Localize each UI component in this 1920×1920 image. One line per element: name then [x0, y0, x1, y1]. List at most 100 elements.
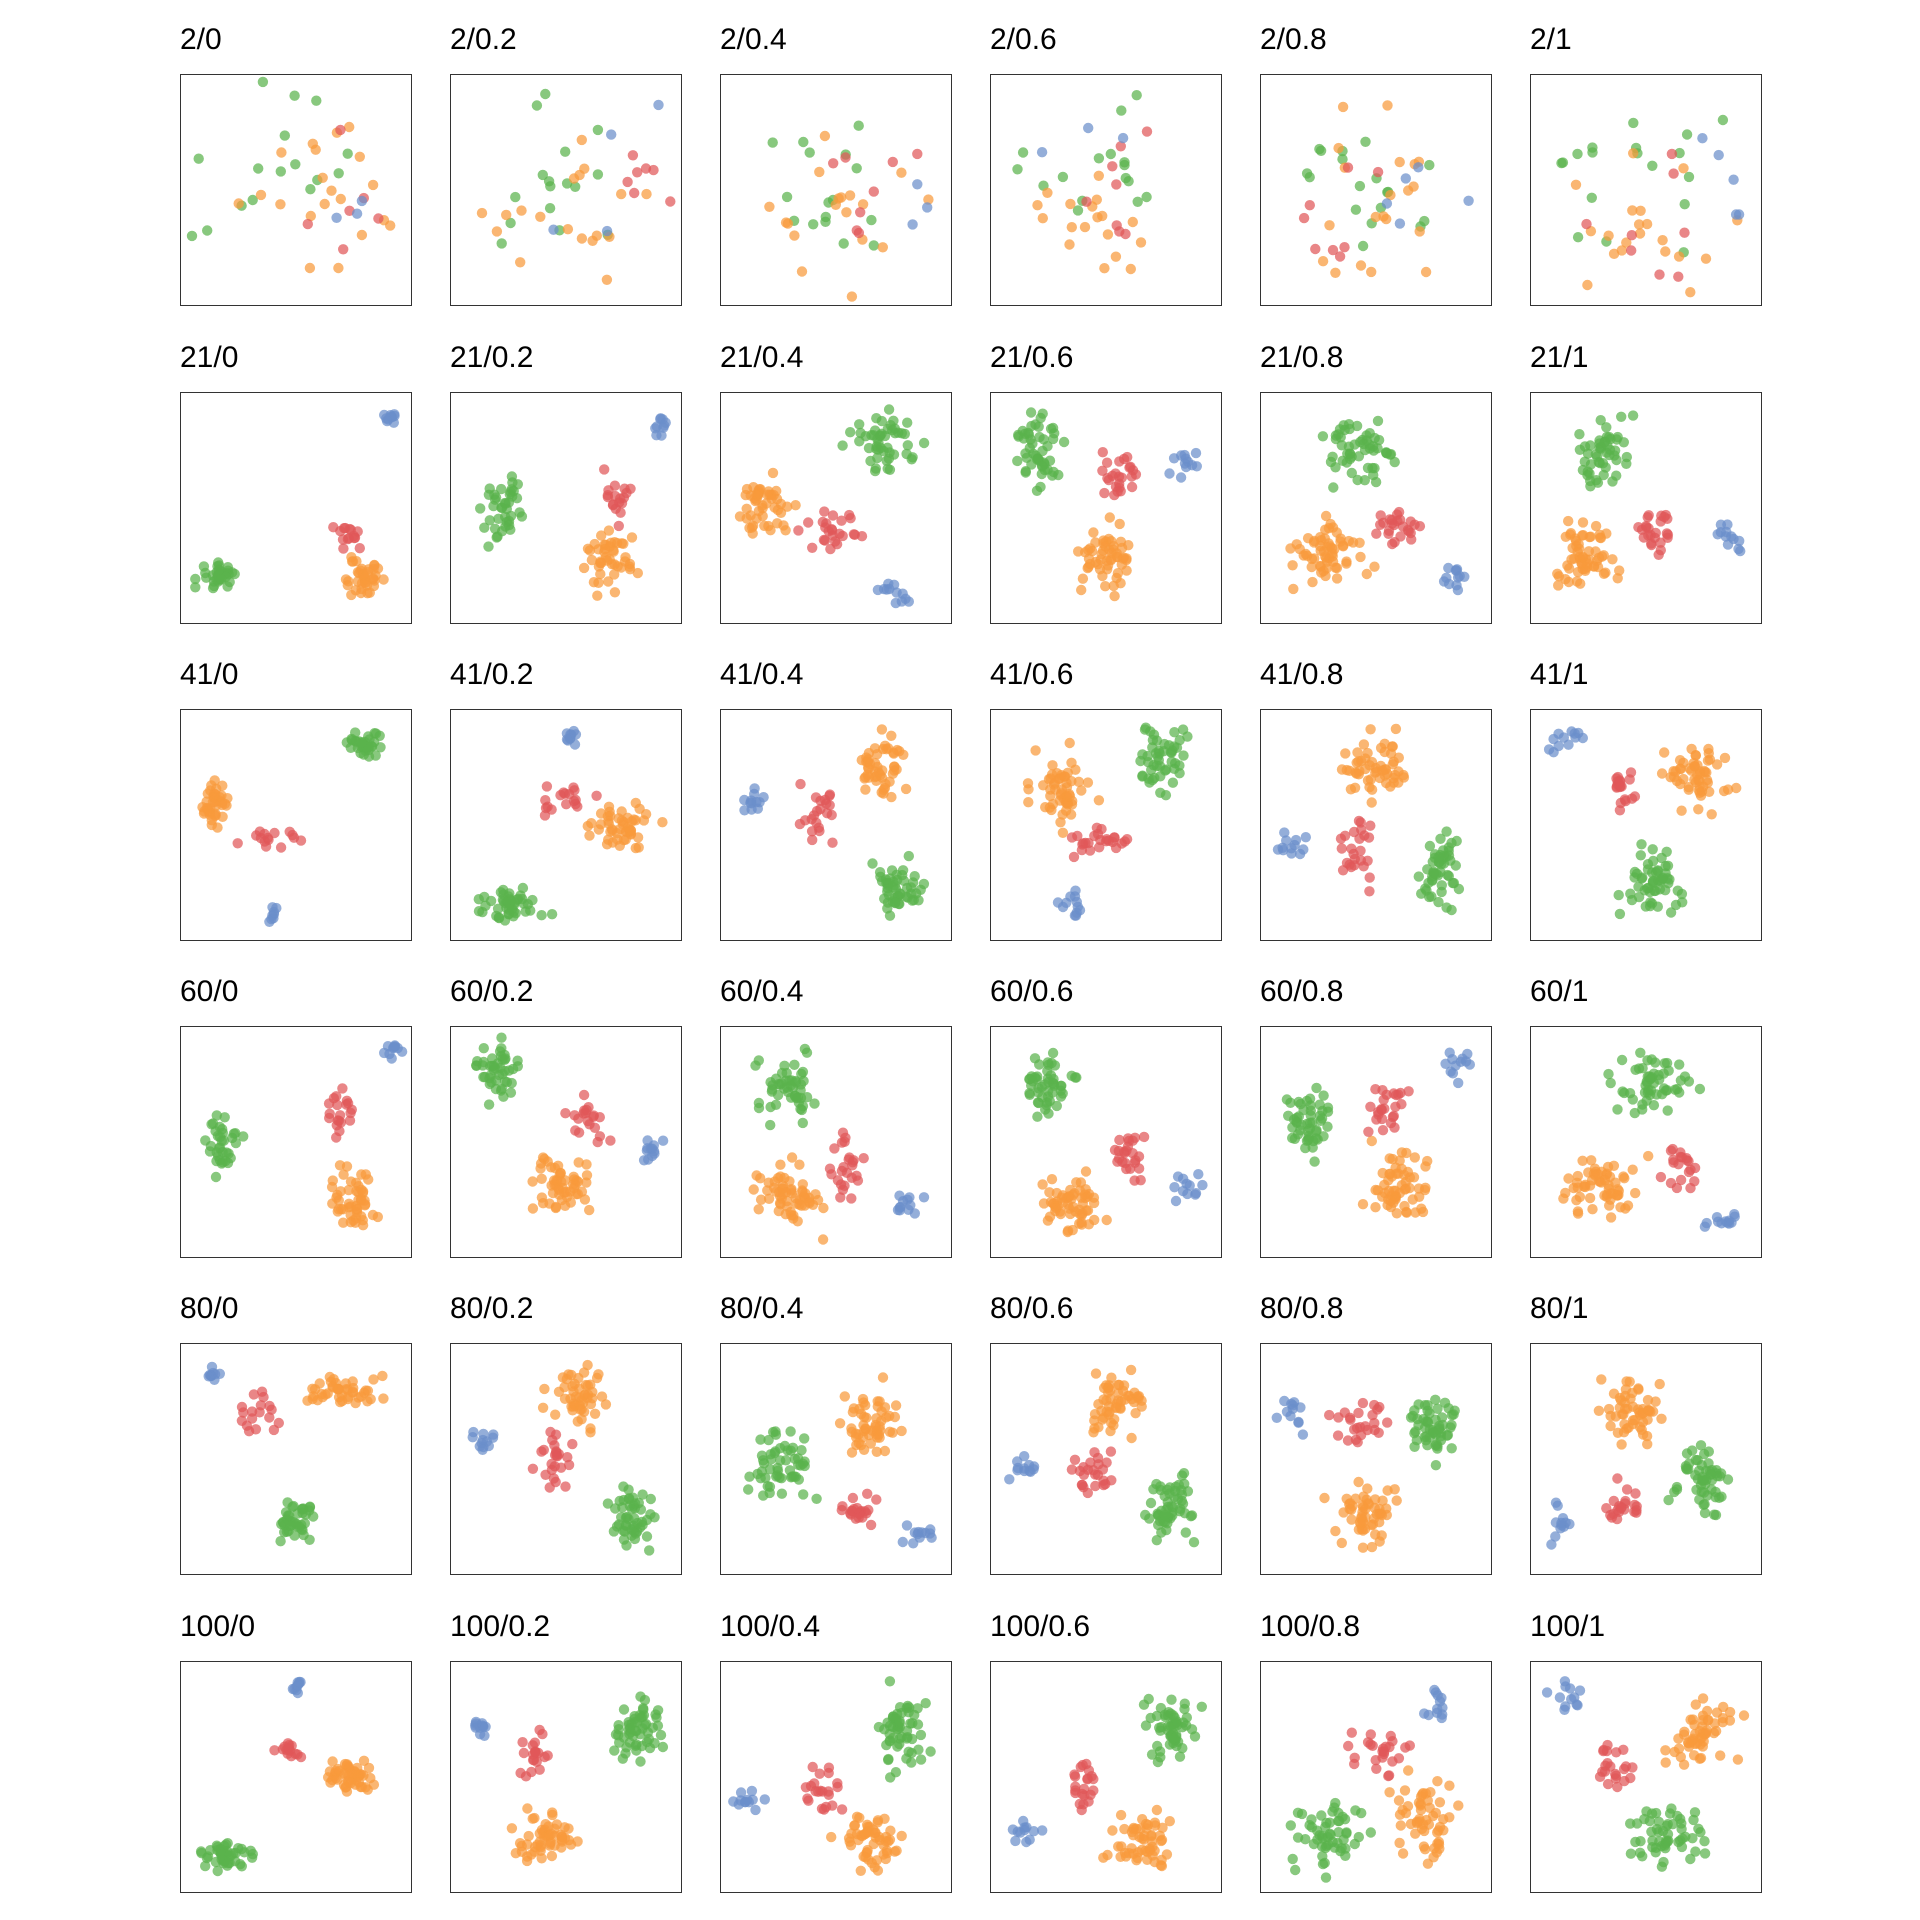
scatter-point [900, 783, 912, 795]
scatter-point [1021, 1836, 1032, 1848]
scatter-point [906, 1747, 917, 1759]
scatter-point [854, 436, 865, 447]
scatter-point [217, 1157, 228, 1168]
scatter-panel: 41/0.6 [990, 657, 1222, 947]
scatter-point [1047, 1047, 1059, 1059]
scatter-point [1156, 1527, 1167, 1538]
panel-title: 2/0.2 [450, 23, 517, 56]
scatter-point [832, 1778, 843, 1789]
scatter-point [877, 765, 888, 776]
scatter-point [1596, 551, 1608, 562]
scatter-point [1159, 1509, 1170, 1521]
scatter-point [1390, 1162, 1401, 1173]
scatter-point [1075, 1177, 1087, 1188]
scatter-point [208, 580, 220, 592]
scatter-point [1076, 1219, 1087, 1230]
scatter-point [236, 1401, 248, 1413]
scatter-point [834, 1418, 846, 1429]
scatter-point [1446, 904, 1457, 916]
scatter-point [836, 1504, 847, 1516]
scatter-point [1700, 1478, 1711, 1490]
scatter-point [1628, 117, 1639, 129]
scatter-point [1037, 213, 1048, 224]
scatter-point [1602, 1739, 1613, 1751]
scatter-point [559, 1822, 570, 1833]
scatter-point [1640, 901, 1651, 912]
scatter-point [1190, 447, 1202, 459]
scatter-point [1034, 431, 1045, 443]
scatter-point [1127, 216, 1138, 228]
scatter-point [1051, 1100, 1062, 1112]
scatter-point [1713, 149, 1724, 161]
scatter-point [1030, 745, 1041, 756]
scatter-point [658, 422, 669, 433]
scatter-point [752, 490, 763, 502]
scatter-point [1708, 1727, 1720, 1739]
scatter-point [1413, 1399, 1424, 1410]
scatter-point [657, 1741, 669, 1753]
scatter-point [1361, 1494, 1372, 1505]
scatter-point [578, 1367, 590, 1378]
scatter-point [897, 1196, 909, 1207]
scatter-point [1370, 1529, 1381, 1540]
scatter-point [269, 827, 280, 839]
plot-area [180, 74, 412, 306]
scatter-point [1121, 554, 1132, 566]
scatter-point [1430, 1394, 1441, 1405]
scatter-point [1378, 1094, 1389, 1105]
scatter-point [1694, 1726, 1705, 1737]
scatter-point [366, 741, 377, 752]
scatter-point [1582, 279, 1593, 291]
scatter-point [1443, 578, 1455, 590]
scatter-point [1683, 171, 1695, 183]
scatter-point [1363, 1126, 1374, 1137]
scatter-point [276, 147, 287, 158]
scatter-plot [197, 727, 386, 927]
scatter-point [1177, 1173, 1189, 1184]
scatter-point [764, 1487, 775, 1499]
scatter-point [1154, 748, 1165, 759]
scatter-point [901, 1702, 912, 1714]
scatter-point [609, 1745, 620, 1756]
scatter-point [1643, 510, 1654, 521]
plot-area [1260, 1661, 1492, 1893]
scatter-point [294, 1521, 305, 1532]
scatter-point [1343, 419, 1355, 430]
scatter-point [311, 95, 322, 106]
scatter-point [1370, 476, 1382, 488]
scatter-point [1621, 1376, 1632, 1387]
scatter-point [854, 419, 865, 430]
scatter-point [1728, 533, 1739, 545]
scatter-plot [743, 1372, 937, 1549]
scatter-point [473, 894, 484, 905]
scatter-point [1365, 1101, 1376, 1112]
scatter-point [1690, 750, 1701, 761]
scatter-point [870, 465, 881, 477]
scatter-point [1322, 1121, 1333, 1132]
scatter-point [1096, 1405, 1107, 1417]
plot-area [450, 392, 682, 624]
scatter-point [1574, 429, 1585, 440]
scatter-point [1651, 1089, 1662, 1100]
scatter-plot [200, 1040, 408, 1231]
scatter-point [510, 1848, 521, 1859]
scatter-point [1614, 908, 1626, 920]
scatter-point [1107, 161, 1118, 172]
scatter-point [665, 196, 676, 207]
scatter-point [1170, 1195, 1182, 1207]
scatter-point [811, 817, 822, 828]
scatter-point [527, 1463, 539, 1474]
scatter-point [1114, 1134, 1125, 1146]
scatter-point [368, 1779, 380, 1790]
scatter-point [755, 1434, 766, 1445]
scatter-point [1377, 1191, 1388, 1202]
scatter-point [819, 506, 830, 517]
scatter-point [1364, 443, 1376, 454]
scatter-point [897, 1536, 908, 1548]
scatter-panel: 60/1 [1530, 974, 1762, 1264]
scatter-point [781, 1195, 793, 1207]
scatter-point [1101, 457, 1113, 468]
scatter-point [1706, 809, 1717, 820]
scatter-point [1655, 537, 1666, 548]
scatter-point [592, 169, 604, 180]
